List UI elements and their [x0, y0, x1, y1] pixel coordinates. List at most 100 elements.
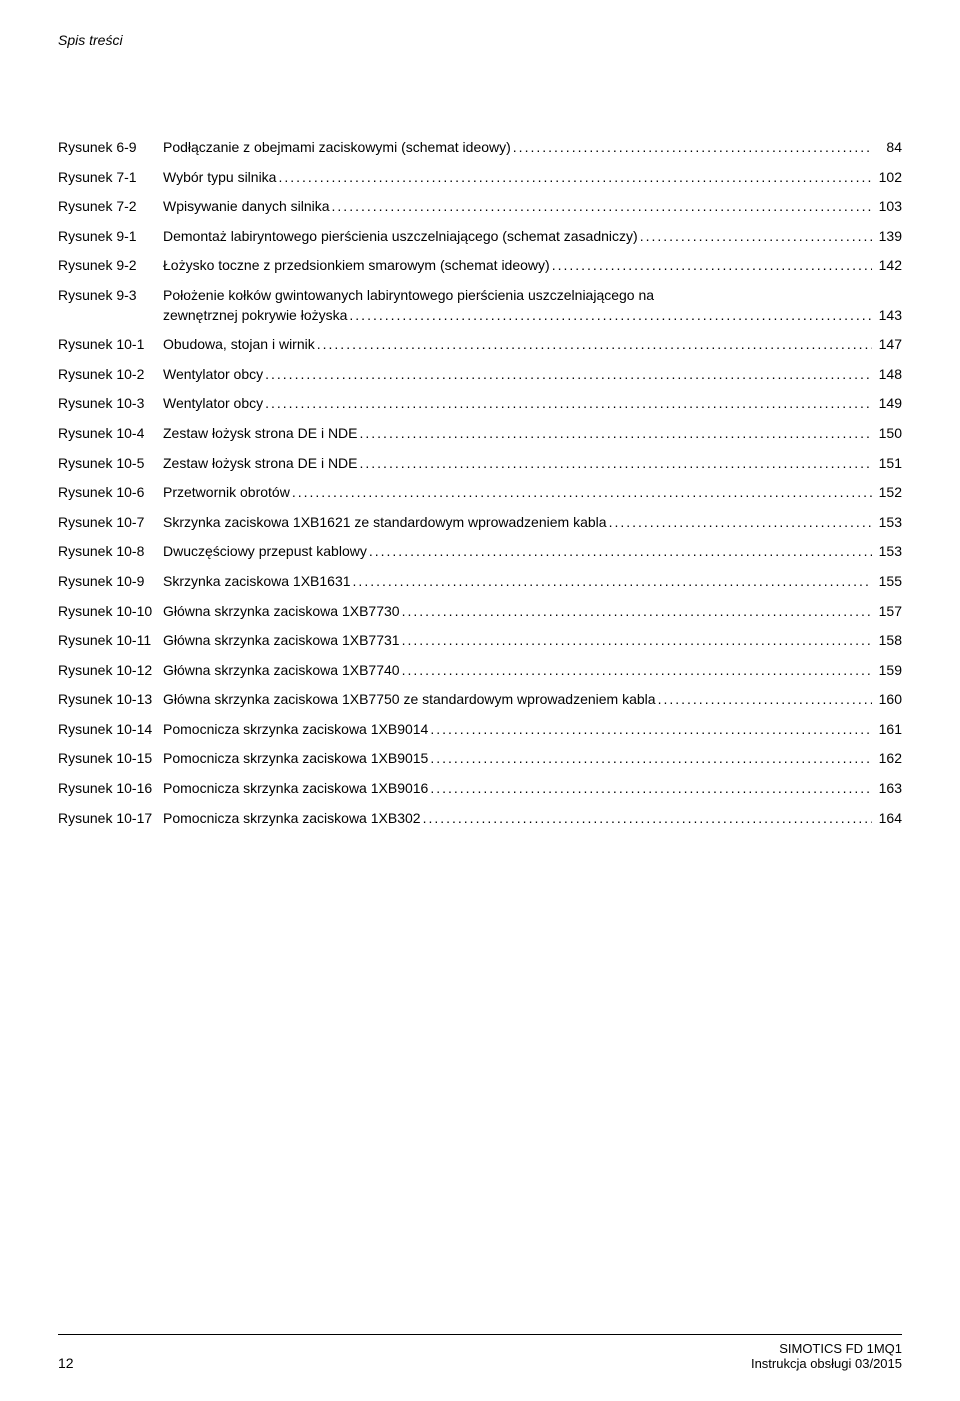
toc-entry-title: Główna skrzynka zaciskowa 1XB7731: [163, 631, 400, 651]
toc-entry-page: 153: [872, 513, 902, 533]
toc-entry-title: Główna skrzynka zaciskowa 1XB7740: [163, 661, 400, 681]
toc-entry-leader: ........................................…: [400, 602, 872, 622]
toc-entry-page: 161: [872, 720, 902, 740]
toc-entry-label: Rysunek 10-1: [58, 335, 163, 355]
toc-entry: Rysunek 7-2Wpisywanie danych silnika....…: [58, 197, 902, 217]
toc-entry-page: 139: [872, 227, 902, 247]
toc-entry: Rysunek 10-2Wentylator obcy.............…: [58, 365, 902, 385]
toc-entry-page: 164: [872, 809, 902, 829]
footer-doc-info: SIMOTICS FD 1MQ1 Instrukcja obsługi 03/2…: [751, 1341, 902, 1371]
toc-entry-leader: ........................................…: [358, 424, 873, 444]
toc-entry-label: Rysunek 10-13: [58, 690, 163, 710]
toc-entry: Rysunek 10-17Pomocnicza skrzynka zacisko…: [58, 809, 902, 829]
toc-entry-page: 150: [872, 424, 902, 444]
toc-entry-leader: ........................................…: [428, 720, 872, 740]
toc-entry: Rysunek 9-2Łożysko toczne z przedsionkie…: [58, 256, 902, 276]
table-of-contents: Rysunek 6-9Podłączanie z obejmami zacisk…: [58, 138, 902, 828]
toc-entry-label: Rysunek 10-4: [58, 424, 163, 444]
toc-entry-title: Pomocnicza skrzynka zaciskowa 1XB9014: [163, 720, 428, 740]
toc-entry-title: Pomocnicza skrzynka zaciskowa 1XB302: [163, 809, 421, 829]
toc-entry-page: 157: [872, 602, 902, 622]
toc-entry-title: Dwuczęściowy przepust kablowy: [163, 542, 367, 562]
toc-entry-page: 147: [872, 335, 902, 355]
toc-entry-leader: ........................................…: [263, 394, 872, 414]
toc-entry: Rysunek 7-1Wybór typu silnika...........…: [58, 168, 902, 188]
toc-entry-label: Rysunek 10-15: [58, 749, 163, 769]
toc-entry-title: Wybór typu silnika: [163, 168, 276, 188]
toc-entry-leader: ........................................…: [428, 749, 872, 769]
toc-entry-leader: ........................................…: [347, 306, 872, 326]
toc-entry-leader: ........................................…: [351, 572, 872, 592]
toc-entry-label: Rysunek 10-7: [58, 513, 163, 533]
toc-entry: Rysunek 10-9Skrzynka zaciskowa 1XB1631..…: [58, 572, 902, 592]
toc-entry: Rysunek 10-12Główna skrzynka zaciskowa 1…: [58, 661, 902, 681]
toc-entry: Rysunek 10-8Dwuczęściowy przepust kablow…: [58, 542, 902, 562]
toc-entry-label: Rysunek 10-11: [58, 631, 163, 651]
toc-entry: Rysunek 10-10Główna skrzynka zaciskowa 1…: [58, 602, 902, 622]
toc-entry-page: 143: [872, 306, 902, 326]
toc-entry-page: 160: [872, 690, 902, 710]
toc-entry-page: 151: [872, 454, 902, 474]
toc-entry-label: Rysunek 9-3: [58, 286, 163, 306]
toc-entry-page: 84: [872, 138, 902, 158]
toc-entry-title: Wpisywanie danych silnika: [163, 197, 330, 217]
toc-entry-leader: ........................................…: [656, 690, 872, 710]
toc-entry-label: Rysunek 10-6: [58, 483, 163, 503]
toc-entry-label: Rysunek 10-12: [58, 661, 163, 681]
toc-entry-title: Położenie kołków gwintowanych labiryntow…: [163, 286, 654, 306]
toc-entry-leader: ........................................…: [358, 454, 873, 474]
toc-entry: Rysunek 10-14Pomocnicza skrzynka zacisko…: [58, 720, 902, 740]
toc-entry-leader: ........................................…: [263, 365, 872, 385]
toc-entry-leader: ........................................…: [400, 661, 872, 681]
toc-entry: Rysunek 10-16Pomocnicza skrzynka zacisko…: [58, 779, 902, 799]
toc-entry-label: Rysunek 10-5: [58, 454, 163, 474]
toc-entry-leader: ........................................…: [607, 513, 872, 533]
toc-entry-page: 102: [872, 168, 902, 188]
toc-entry-title: Skrzynka zaciskowa 1XB1631: [163, 572, 351, 592]
toc-entry-title: Przetwornik obrotów: [163, 483, 290, 503]
toc-entry-page: 162: [872, 749, 902, 769]
toc-entry-page: 103: [872, 197, 902, 217]
toc-entry-title: Zestaw łożysk strona DE i NDE: [163, 454, 358, 474]
toc-entry-label: Rysunek 10-17: [58, 809, 163, 829]
toc-entry: Rysunek 6-9Podłączanie z obejmami zacisk…: [58, 138, 902, 158]
toc-entry-label: Rysunek 6-9: [58, 138, 163, 158]
toc-entry-leader: ........................................…: [367, 542, 872, 562]
toc-entry: Rysunek 10-15Pomocnicza skrzynka zacisko…: [58, 749, 902, 769]
toc-entry-leader: ........................................…: [290, 483, 872, 503]
toc-entry-page: 152: [872, 483, 902, 503]
toc-entry: Rysunek 10-4Zestaw łożysk strona DE i ND…: [58, 424, 902, 444]
toc-entry: Rysunek 9-3Położenie kołków gwintowanych…: [58, 286, 902, 325]
toc-entry-page: 163: [872, 779, 902, 799]
footer-page-number: 12: [58, 1355, 74, 1371]
toc-entry: Rysunek 10-6Przetwornik obrotów.........…: [58, 483, 902, 503]
toc-entry: Rysunek 10-1Obudowa, stojan i wirnik....…: [58, 335, 902, 355]
toc-entry-title: Wentylator obcy: [163, 365, 263, 385]
toc-entry: Rysunek 9-1Demontaż labiryntowego pierśc…: [58, 227, 902, 247]
toc-entry-title: Główna skrzynka zaciskowa 1XB7730: [163, 602, 400, 622]
toc-entry-label: Rysunek 7-2: [58, 197, 163, 217]
toc-entry-label: Rysunek 7-1: [58, 168, 163, 188]
toc-entry-label: Rysunek 9-2: [58, 256, 163, 276]
toc-entry-title: Demontaż labiryntowego pierścienia uszcz…: [163, 227, 638, 247]
toc-entry-title: Główna skrzynka zaciskowa 1XB7750 ze sta…: [163, 690, 656, 710]
toc-entry-leader: ........................................…: [638, 227, 872, 247]
footer-doc-subtitle: Instrukcja obsługi 03/2015: [751, 1356, 902, 1371]
toc-entry-page: 159: [872, 661, 902, 681]
toc-entry-label: Rysunek 10-9: [58, 572, 163, 592]
toc-entry: Rysunek 10-11Główna skrzynka zaciskowa 1…: [58, 631, 902, 651]
toc-entry: Rysunek 10-7Skrzynka zaciskowa 1XB1621 z…: [58, 513, 902, 533]
toc-entry-label: Rysunek 10-14: [58, 720, 163, 740]
toc-entry-leader: ........................................…: [428, 779, 872, 799]
toc-entry-page: 148: [872, 365, 902, 385]
toc-entry-label: Rysunek 10-10: [58, 602, 163, 622]
toc-entry-leader: ........................................…: [276, 168, 872, 188]
toc-entry-title: Skrzynka zaciskowa 1XB1621 ze standardow…: [163, 513, 607, 533]
toc-entry: Rysunek 10-5Zestaw łożysk strona DE i ND…: [58, 454, 902, 474]
toc-entry-leader: ........................................…: [550, 256, 872, 276]
toc-entry-leader: ........................................…: [421, 809, 872, 829]
toc-entry-title: Obudowa, stojan i wirnik: [163, 335, 315, 355]
toc-entry-label: Rysunek 9-1: [58, 227, 163, 247]
toc-entry-label: Rysunek 10-3: [58, 394, 163, 414]
toc-entry-label: Rysunek 10-2: [58, 365, 163, 385]
